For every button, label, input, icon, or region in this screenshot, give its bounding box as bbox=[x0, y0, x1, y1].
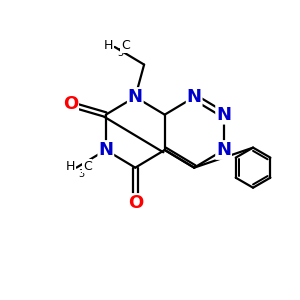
Text: C: C bbox=[83, 160, 92, 173]
Text: N: N bbox=[98, 141, 113, 159]
Text: C: C bbox=[121, 39, 130, 52]
Text: O: O bbox=[63, 95, 78, 113]
Text: N: N bbox=[128, 88, 143, 106]
Text: N: N bbox=[187, 88, 202, 106]
Text: O: O bbox=[128, 194, 143, 212]
Text: N: N bbox=[216, 106, 231, 124]
Text: 3: 3 bbox=[79, 169, 85, 178]
Text: H: H bbox=[65, 160, 75, 173]
Text: 3: 3 bbox=[117, 48, 123, 58]
Text: N: N bbox=[216, 141, 231, 159]
Text: H: H bbox=[104, 39, 113, 52]
